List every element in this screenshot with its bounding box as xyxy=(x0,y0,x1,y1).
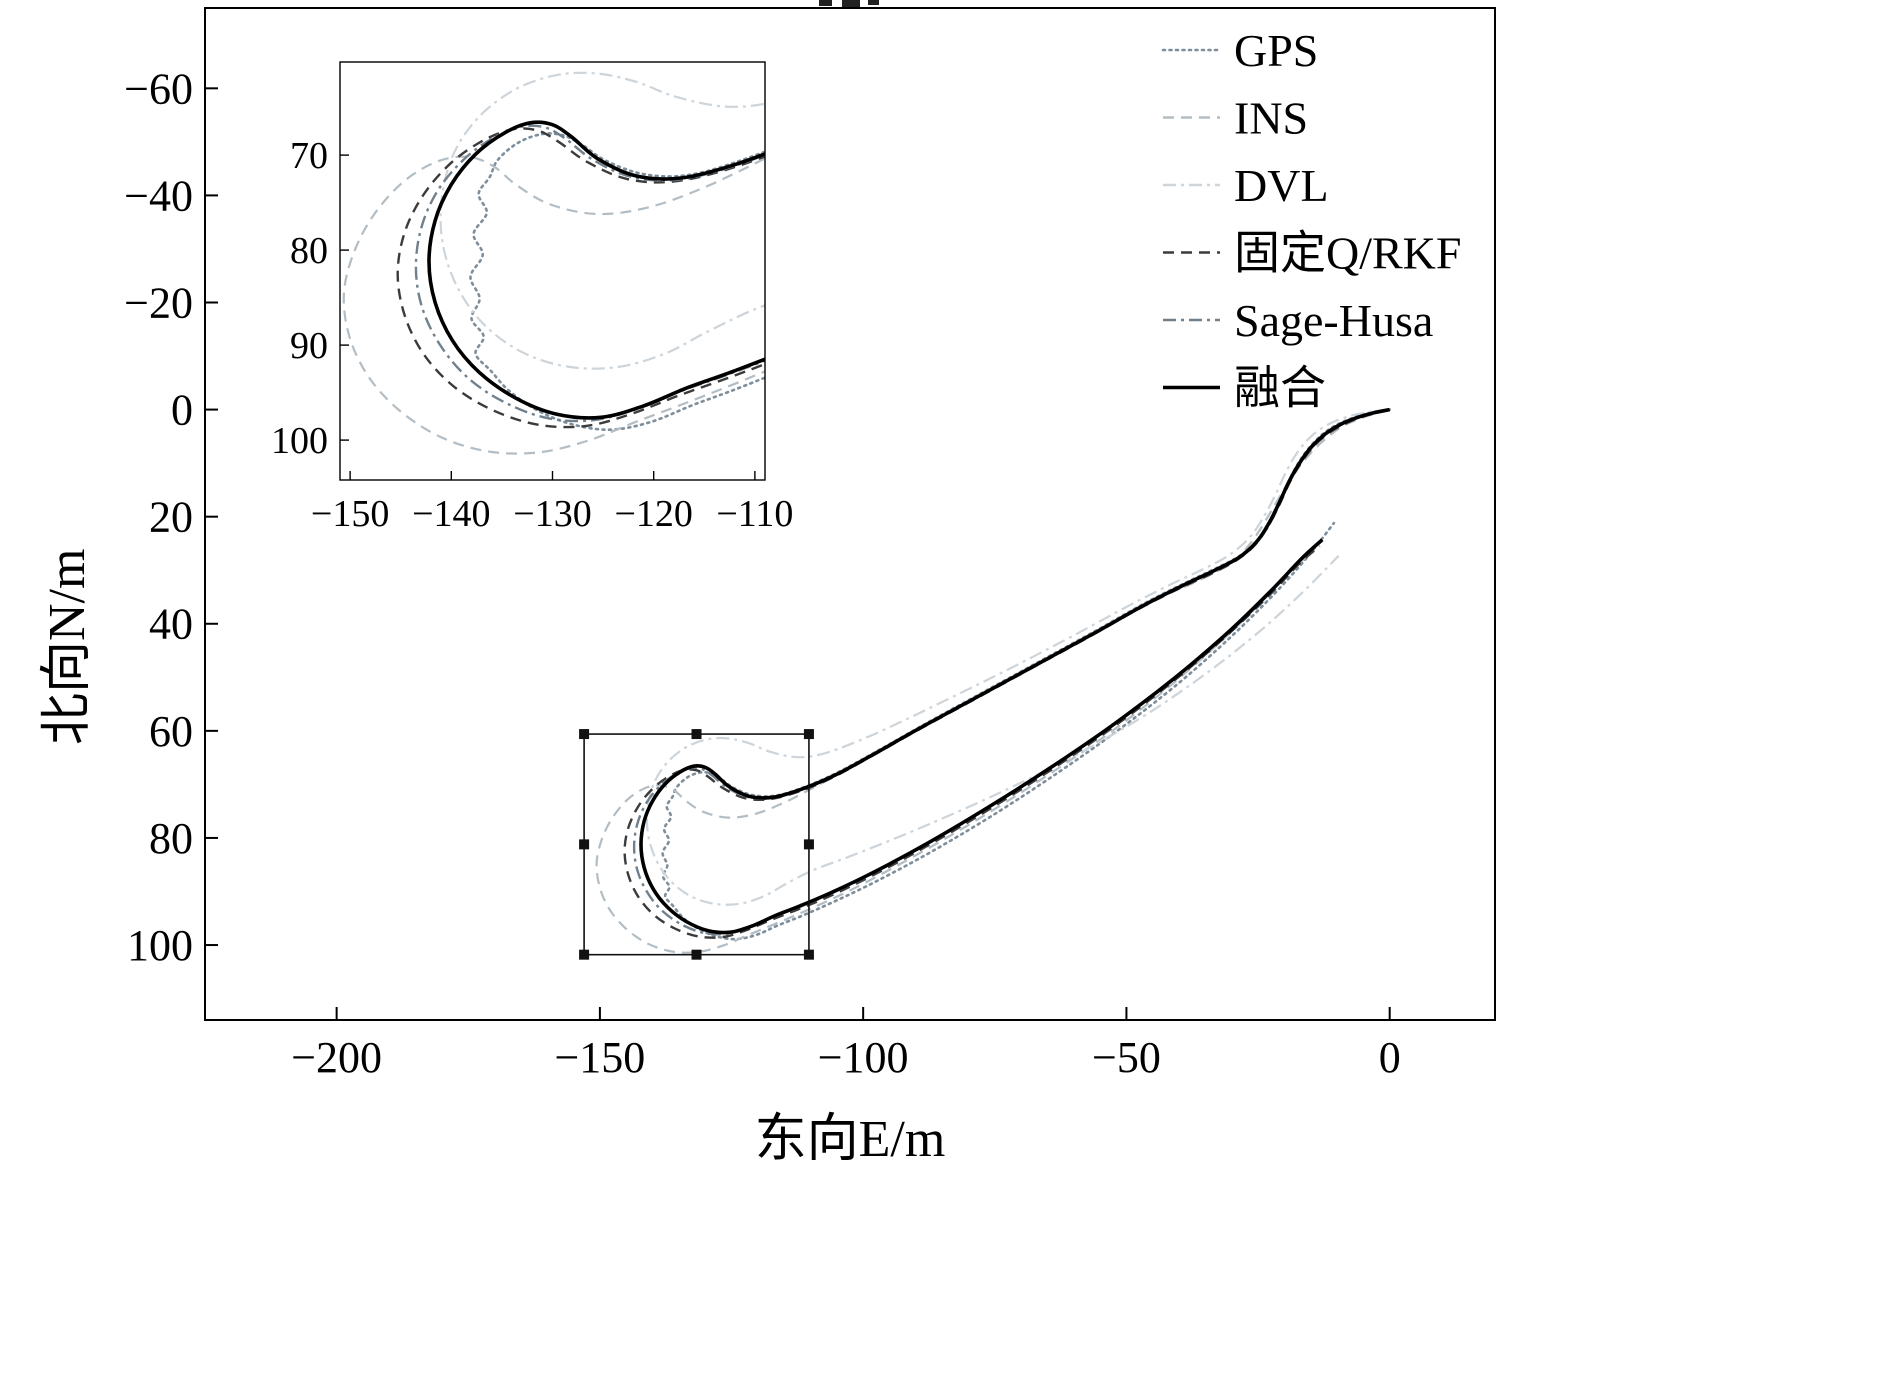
main-y-tick-label: 40 xyxy=(149,600,193,649)
legend-label: 固定Q/RKF xyxy=(1234,228,1461,279)
main-y-tick-label: −60 xyxy=(124,64,193,113)
legend-item-GPS: GPS xyxy=(1161,25,1318,76)
legend-item-融合: 融合 xyxy=(1163,363,1326,414)
inset-y-tick-label: 80 xyxy=(290,230,328,272)
series-INS xyxy=(342,155,765,455)
legend-label: DVL xyxy=(1234,160,1329,211)
main-y-tick-label: 60 xyxy=(149,707,193,756)
main-x-tick-label: −200 xyxy=(291,1033,382,1082)
main-x-tick-label: −50 xyxy=(1092,1033,1161,1082)
main-x-tick-label: −150 xyxy=(554,1033,645,1082)
main-axes-box xyxy=(204,7,1496,1021)
inset-series-layer xyxy=(342,71,765,455)
series-GPS xyxy=(661,408,1391,941)
main-series-layer xyxy=(595,407,1391,954)
inset-y-tick-label: 90 xyxy=(290,325,328,367)
series-GPS xyxy=(469,132,765,432)
main-y-tick-label: 0 xyxy=(171,386,193,435)
legend-label: GPS xyxy=(1234,25,1318,76)
series-Sage-Husa xyxy=(414,124,765,423)
main-y-tick-label: 80 xyxy=(149,814,193,863)
zoom-rect-handle xyxy=(691,949,702,960)
inset-x-tick-label: −130 xyxy=(513,493,591,535)
legend-item-DVL: DVL xyxy=(1163,160,1329,211)
series-INS xyxy=(595,408,1390,954)
series-DVL xyxy=(645,408,1390,906)
zoom-rect-handle xyxy=(803,949,814,960)
inset-y-tick-label: 70 xyxy=(290,135,328,177)
zoom-rect-handle xyxy=(579,839,590,850)
main-y-tick-label: 100 xyxy=(127,921,193,970)
inset-x-tick-label: −150 xyxy=(311,493,389,535)
series-融合 xyxy=(639,407,1391,935)
zoom-rect-handle xyxy=(803,729,814,740)
cropped-title-fragment xyxy=(819,0,879,8)
zoom-rect-handle xyxy=(579,729,590,740)
main-x-tick-label: −100 xyxy=(818,1033,909,1082)
legend-item-固定Q/RKF: 固定Q/RKF xyxy=(1163,228,1461,279)
x-axis-title: 东向E/m xyxy=(754,1111,946,1168)
series-固定Q/RKF xyxy=(623,408,1390,939)
legend-item-Sage-Husa: Sage-Husa xyxy=(1163,295,1433,346)
zoom-rect-handle xyxy=(803,839,814,850)
main-y-tick-label: −20 xyxy=(124,278,193,327)
inset-x-tick-label: −120 xyxy=(614,493,692,535)
legend-label: 融合 xyxy=(1234,363,1326,414)
legend-label: Sage-Husa xyxy=(1234,295,1433,346)
main-y-tick-label: 20 xyxy=(149,493,193,542)
zoom-rect-handle xyxy=(691,729,702,740)
series-固定Q/RKF xyxy=(396,127,765,429)
series-融合 xyxy=(427,120,765,420)
y-axis-title: 北向N/m xyxy=(39,548,96,745)
inset-y-tick-label: 100 xyxy=(271,420,328,462)
zoom-rect-handle xyxy=(579,949,590,960)
legend-label: INS xyxy=(1234,93,1308,144)
legend-item-INS: INS xyxy=(1163,93,1308,144)
inset-x-tick-label: −110 xyxy=(716,493,793,535)
main-x-tick-label: 0 xyxy=(1379,1033,1401,1082)
series-Sage-Husa xyxy=(632,408,1390,936)
inset-x-tick-label: −140 xyxy=(412,493,490,535)
main-y-tick-label: −40 xyxy=(124,171,193,220)
series-DVL xyxy=(439,71,765,370)
